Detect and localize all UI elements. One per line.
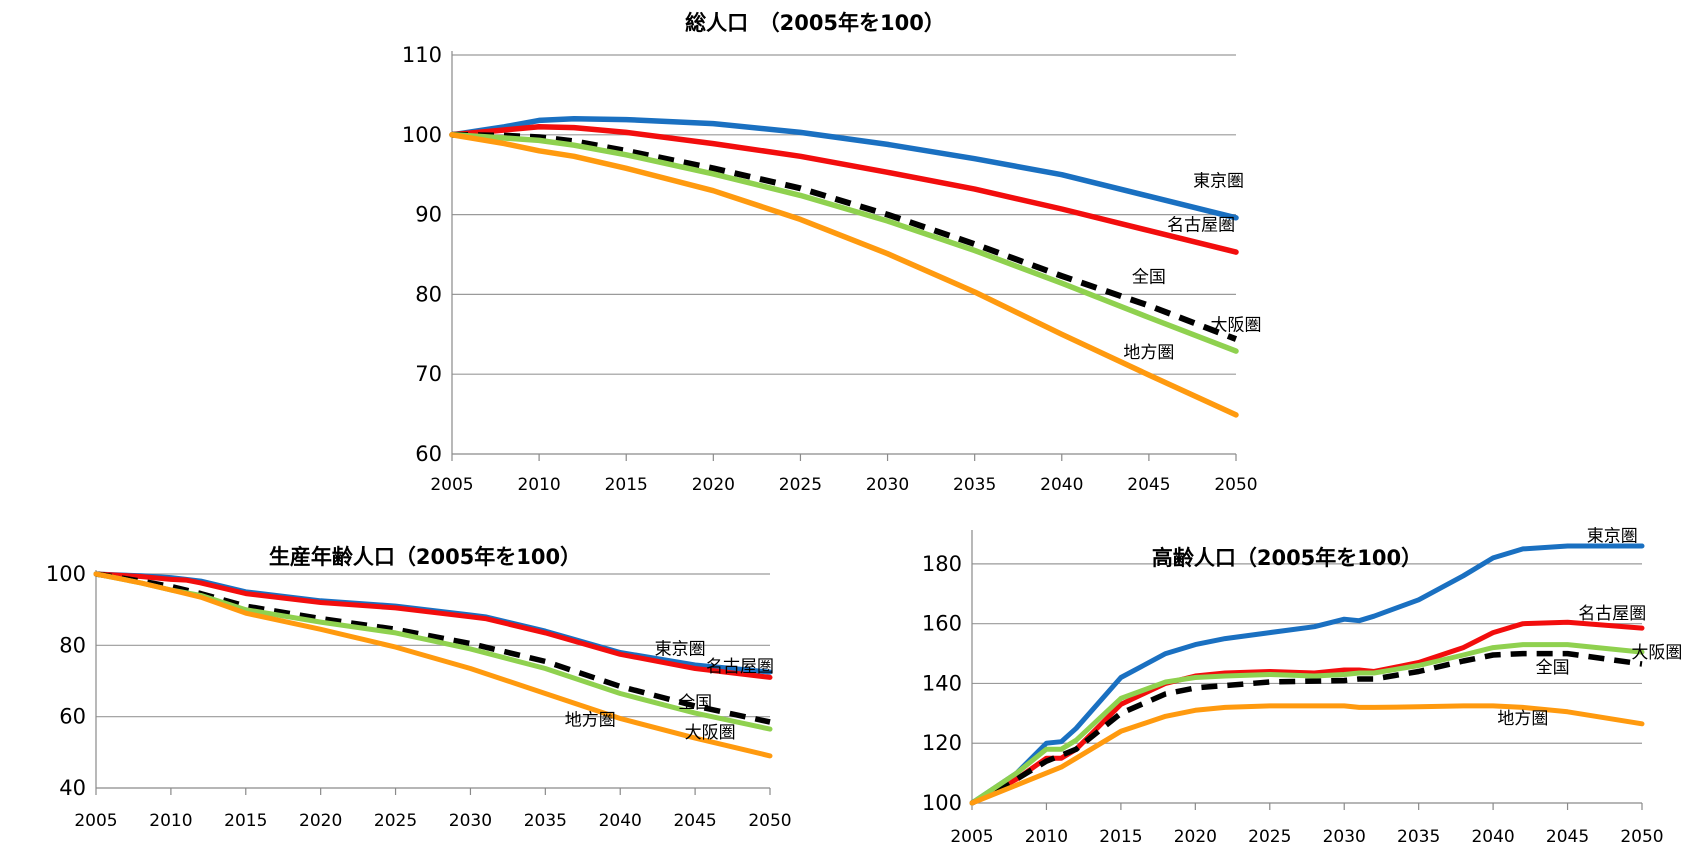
series-line-名古屋圏	[449, 124, 1239, 255]
x-tick-label: 2035	[524, 811, 567, 831]
series-label: 名古屋圏	[1578, 604, 1646, 624]
x-tick-label: 2005	[430, 475, 473, 495]
x-tick-label: 2045	[1127, 475, 1170, 495]
x-tick-label: 2030	[1323, 827, 1366, 847]
x-tick-label: 2050	[748, 811, 791, 831]
x-tick-label: 2015	[1099, 827, 1142, 847]
x-tick-label: 2030	[449, 811, 492, 831]
series-line-東京圏	[449, 116, 1239, 221]
series-line-地方圏	[93, 571, 773, 759]
series-label: 地方圏	[1123, 343, 1174, 363]
y-tick-label: 60	[415, 442, 442, 466]
y-tick-label: 80	[415, 282, 442, 306]
x-tick-label: 2025	[779, 475, 822, 495]
x-tick-label: 2020	[692, 475, 735, 495]
y-tick-label: 70	[415, 362, 442, 386]
y-tick-label: 100	[402, 123, 442, 147]
series-line-地方圏	[449, 132, 1239, 418]
series-line-名古屋圏	[93, 571, 773, 680]
chart-title: 高齢人口（2005年を100）	[1152, 546, 1422, 570]
y-tick-label: 60	[59, 705, 86, 729]
y-tick-label: 120	[922, 731, 962, 755]
x-tick-label: 2015	[224, 811, 267, 831]
series-label: 名古屋圏	[706, 657, 774, 677]
x-tick-label: 2020	[299, 811, 342, 831]
y-tick-label: 90	[415, 203, 442, 227]
x-tick-label: 2045	[673, 811, 716, 831]
series-line-東京圏	[969, 543, 1645, 806]
x-tick-label: 2025	[1248, 827, 1291, 847]
x-tick-label: 2015	[605, 475, 648, 495]
x-tick-label: 2035	[1397, 827, 1440, 847]
chart-title: 総人口 （2005年を100）	[685, 11, 945, 35]
chart-2: 40 60 80 100 2005 2010 2015 2020 2025 2030 2035 204…	[46, 545, 792, 831]
y-tick-label: 100	[46, 562, 86, 586]
series-line-全国	[970, 650, 1643, 806]
chart-1: 60 70 80 90 100 110 2005 2010 2015 2020 2025 2030 20…	[402, 11, 1262, 495]
x-tick-label: 2010	[517, 475, 560, 495]
series-label: 全国	[678, 693, 712, 713]
series-label: 地方圏	[1497, 709, 1548, 729]
x-tick-label: 2030	[866, 475, 909, 495]
chart-3: 100 120 140 160 180 2005 2010 2015 2020 2025 2030 2…	[922, 526, 1682, 847]
y-tick-label: 180	[922, 552, 962, 576]
series-label: 全国	[1536, 658, 1570, 678]
series-label: 地方圏	[565, 711, 616, 731]
series-line-全国	[95, 571, 771, 725]
y-tick-label: 40	[59, 776, 86, 800]
x-tick-label: 2005	[74, 811, 117, 831]
y-tick-label: 140	[922, 671, 962, 695]
x-tick-label: 2010	[1025, 827, 1068, 847]
series-label: 名古屋圏	[1167, 216, 1235, 236]
series-label: 東京圏	[1193, 172, 1244, 192]
x-tick-label: 2050	[1620, 827, 1663, 847]
x-tick-label: 2020	[1174, 827, 1217, 847]
chart-title: 生産年齢人口（2005年を100）	[269, 545, 581, 569]
series-line-大阪圏	[449, 132, 1239, 354]
x-tick-label: 2050	[1214, 475, 1257, 495]
x-tick-label: 2010	[149, 811, 192, 831]
y-tick-label: 110	[402, 43, 442, 67]
x-tick-label: 2040	[1040, 475, 1083, 495]
x-tick-label: 2035	[953, 475, 996, 495]
series-label: 全国	[1132, 267, 1166, 287]
x-tick-label: 2005	[950, 827, 993, 847]
x-tick-label: 2045	[1546, 827, 1589, 847]
x-tick-label: 2040	[1471, 827, 1514, 847]
series-line-全国	[451, 131, 1238, 342]
series-line-名古屋圏	[969, 619, 1645, 806]
series-line-大阪圏	[969, 642, 1645, 806]
series-label: 大阪圏	[1211, 315, 1262, 335]
y-tick-label: 160	[922, 612, 962, 636]
y-tick-label: 80	[59, 633, 86, 657]
x-tick-label: 2025	[374, 811, 417, 831]
x-tick-label: 2040	[599, 811, 642, 831]
y-tick-label: 100	[922, 791, 962, 815]
series-label: 大阪圏	[685, 723, 736, 743]
series-line-地方圏	[969, 703, 1645, 806]
series-label: 大阪圏	[1631, 643, 1682, 663]
series-label: 東京圏	[655, 639, 706, 659]
series-label: 東京圏	[1587, 526, 1638, 546]
